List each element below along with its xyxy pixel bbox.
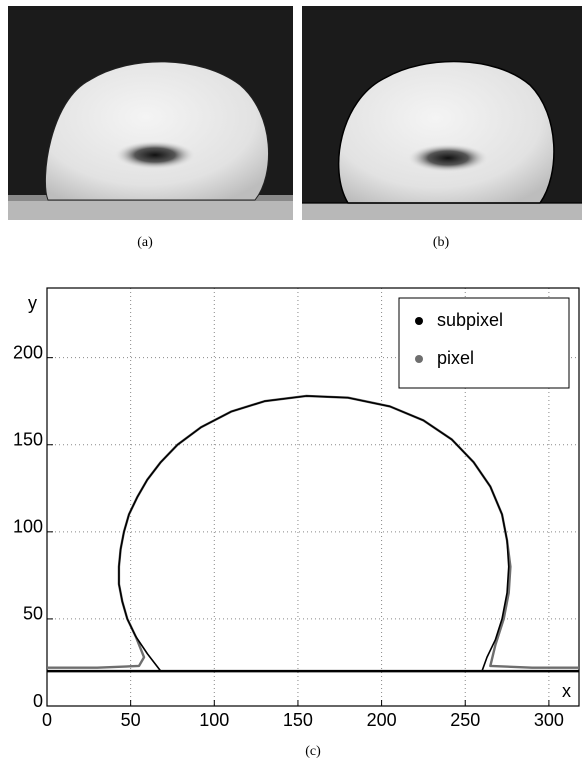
legend-marker	[415, 317, 423, 325]
x-tick-label: 0	[42, 710, 52, 730]
legend-label: pixel	[437, 348, 474, 368]
data-line	[118, 395, 510, 672]
y-tick-label: 0	[33, 691, 43, 711]
x-tick-label: 250	[450, 710, 480, 730]
photo-b	[302, 6, 582, 220]
y-axis-label: y	[28, 293, 37, 313]
caption: (a)	[137, 235, 153, 250]
y-tick-label: 50	[23, 604, 43, 624]
x-tick-label: 300	[534, 710, 564, 730]
x-tick-label: 200	[367, 710, 397, 730]
legend-box	[398, 297, 570, 389]
photo-a	[8, 6, 293, 220]
caption: (c)	[305, 744, 321, 759]
caption: (b)	[433, 235, 450, 250]
plot-frame	[46, 287, 580, 707]
x-tick-label: 100	[199, 710, 229, 730]
x-tick-label: 150	[283, 710, 313, 730]
x-axis-label: x	[562, 681, 571, 701]
y-tick-label: 100	[13, 517, 43, 537]
y-tick-label: 200	[13, 342, 43, 362]
x-tick-label: 50	[121, 710, 141, 730]
legend-marker	[415, 355, 423, 363]
y-tick-label: 150	[13, 430, 43, 450]
legend-label: subpixel	[437, 310, 503, 330]
